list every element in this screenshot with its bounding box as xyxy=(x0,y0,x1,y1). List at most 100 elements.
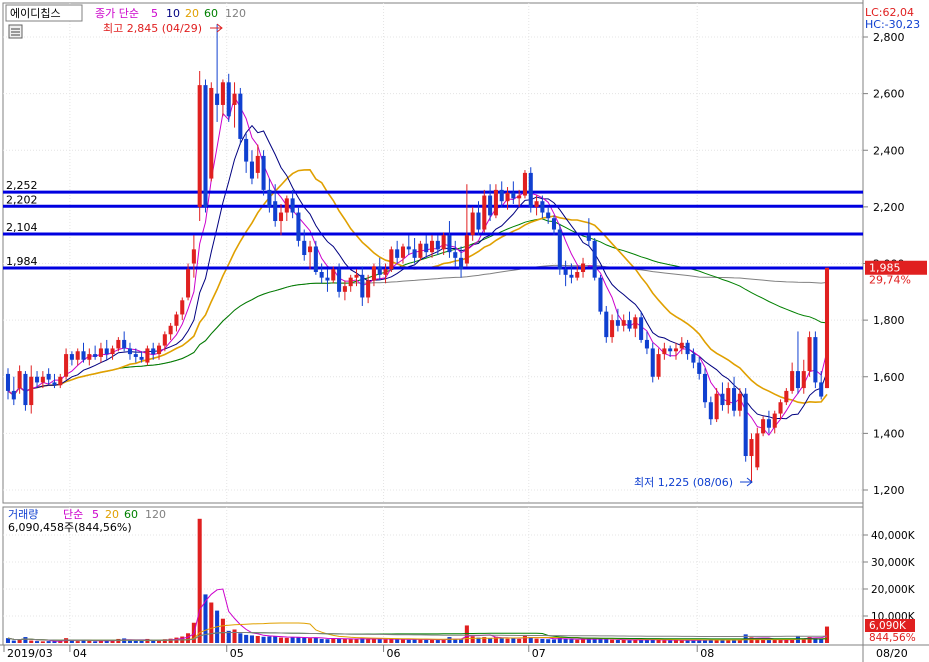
volume-tick-label: 20,000K xyxy=(871,584,916,596)
volume-bar xyxy=(104,640,109,643)
volume-bar xyxy=(517,638,522,643)
volume-bar xyxy=(801,638,806,643)
volume-bar xyxy=(522,635,527,643)
last-price-change: 29,74% xyxy=(869,274,911,287)
price-tick-label: 2,600 xyxy=(873,88,905,101)
candle-body xyxy=(412,249,417,258)
candle-body xyxy=(424,243,429,253)
volume-bar xyxy=(197,518,202,643)
volume-bar xyxy=(23,637,28,643)
volume-bar xyxy=(482,637,487,643)
candle-body xyxy=(244,138,249,162)
ma-5-line xyxy=(7,95,828,436)
horizontal-price-lines[interactable] xyxy=(3,190,863,270)
candle-body xyxy=(627,320,632,329)
date-tick-label: 07 xyxy=(532,647,546,660)
stock-name[interactable]: 에이디칩스 xyxy=(10,7,61,20)
volume-bar xyxy=(354,639,359,643)
volume-bar xyxy=(691,640,696,643)
candle-body xyxy=(813,337,818,383)
candle-body xyxy=(621,320,626,326)
candle-body xyxy=(795,371,800,389)
volume-ma-legend-60: 60 xyxy=(124,508,138,521)
last-volume-pct: 844,56% xyxy=(869,632,916,644)
candle-body xyxy=(824,267,830,389)
date-grid xyxy=(3,3,698,652)
candle-body xyxy=(93,354,98,357)
candle-body xyxy=(743,393,748,457)
volume-bar xyxy=(145,638,150,643)
date-tick-label: 2019/03 xyxy=(7,647,53,660)
candle-body xyxy=(639,317,644,340)
volume-bar xyxy=(732,640,737,643)
candle-body xyxy=(174,314,179,326)
date-tick-label: 08 xyxy=(700,647,714,660)
candle-body xyxy=(476,212,481,230)
volume-bar xyxy=(819,638,824,643)
volume-bar xyxy=(162,639,167,643)
volume-bar xyxy=(348,639,353,643)
volume-bar xyxy=(255,635,260,643)
candle-body xyxy=(459,257,464,270)
candle-body xyxy=(133,354,138,357)
volume-bar xyxy=(551,639,557,643)
low-annotation: 최저 1,225 (08/06) xyxy=(634,476,733,489)
candle-body xyxy=(64,354,69,377)
volume-bar xyxy=(441,639,446,643)
candle-body xyxy=(220,82,225,105)
candle-body xyxy=(778,402,783,414)
volume-bar xyxy=(493,636,498,643)
candle-body xyxy=(581,263,586,272)
candle-body xyxy=(482,195,487,230)
volume-bar xyxy=(668,640,673,643)
volume-bar xyxy=(284,637,289,643)
candle-body xyxy=(505,192,510,202)
legend-menu-icon[interactable] xyxy=(8,24,23,39)
candle-body xyxy=(249,161,254,179)
candle-body xyxy=(197,85,202,207)
candle-body xyxy=(801,371,806,389)
volume-legend-prefix: 거래량 xyxy=(8,508,38,521)
volume-bar xyxy=(389,638,394,643)
candle-body xyxy=(11,390,16,400)
volume-bar xyxy=(133,640,138,643)
volume-bar xyxy=(697,640,702,643)
candle-body xyxy=(127,348,133,355)
volume-bar xyxy=(650,639,655,643)
candle-body xyxy=(429,240,435,253)
candle-body xyxy=(226,82,231,117)
volume-bar xyxy=(714,640,719,643)
volume-bar xyxy=(400,639,406,643)
candle-body xyxy=(604,311,609,338)
volume-bar xyxy=(122,638,127,643)
volume-bar xyxy=(232,629,237,643)
candle-body xyxy=(447,235,452,253)
volume-bar xyxy=(209,602,214,643)
hline-label-1984: 1,984 xyxy=(6,255,38,268)
volume-bar xyxy=(766,640,771,643)
stock-name-box[interactable] xyxy=(5,4,83,22)
volume-bar xyxy=(267,636,272,643)
candle-body xyxy=(755,433,760,468)
candle-body xyxy=(673,348,679,352)
date-axis-labels: 2019/03 04 05 06 07 08 xyxy=(7,647,714,660)
volume-bar xyxy=(406,639,411,643)
candle-body xyxy=(52,382,57,386)
volume-bar xyxy=(459,639,464,643)
date-tick-label: 04 xyxy=(73,647,87,660)
candle-body xyxy=(278,212,284,222)
candle-body xyxy=(46,373,51,380)
volume-bar xyxy=(40,641,45,643)
volume-bar xyxy=(139,640,144,643)
candle-body xyxy=(180,300,185,315)
candle-body xyxy=(668,348,673,352)
candle-body xyxy=(702,373,708,403)
candle-body xyxy=(273,201,278,222)
candle-body xyxy=(656,354,661,377)
price-tick-label: 1,200 xyxy=(873,484,905,497)
volume-bar xyxy=(778,640,783,643)
candle-body xyxy=(540,201,545,213)
price-tick-label: 1,400 xyxy=(873,427,905,440)
